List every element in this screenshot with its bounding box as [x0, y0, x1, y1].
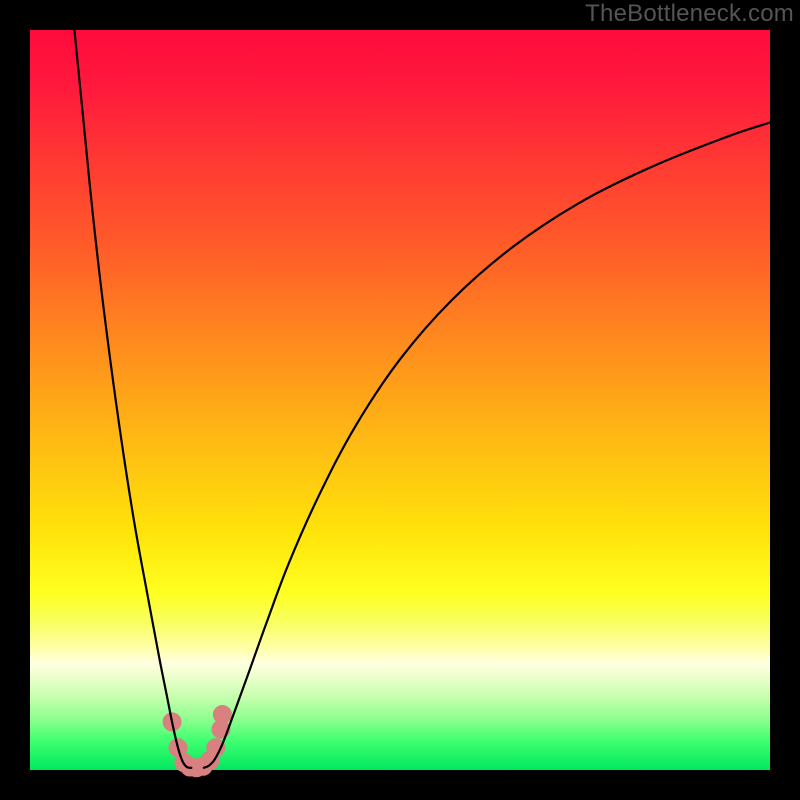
- watermark-text: TheBottleneck.com: [585, 0, 794, 28]
- plot-area: [30, 30, 770, 770]
- curve-layer: [30, 30, 770, 770]
- bottleneck-chart: TheBottleneck.com: [0, 0, 800, 800]
- marker-dot: [207, 739, 225, 757]
- left-decline-curve: [74, 30, 191, 768]
- marker-dot: [213, 706, 231, 724]
- right-rise-curve: [204, 123, 770, 768]
- bottleneck-markers: [163, 706, 231, 777]
